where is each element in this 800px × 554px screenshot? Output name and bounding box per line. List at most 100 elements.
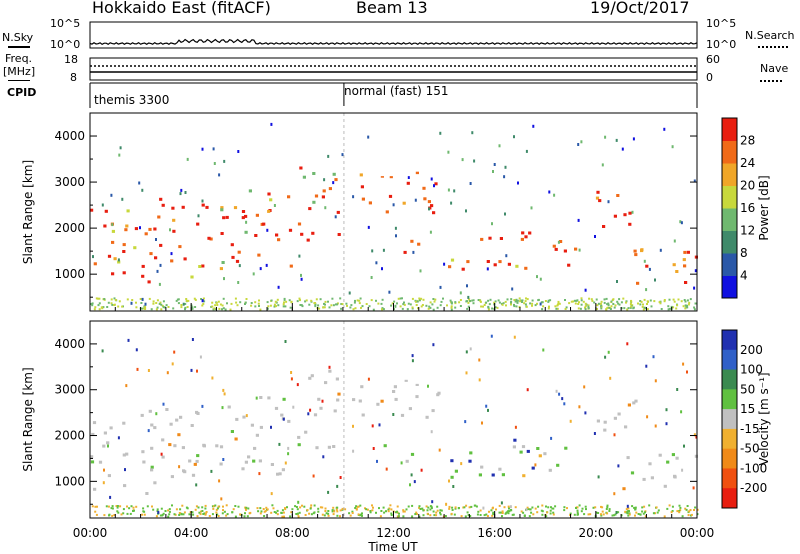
power-scatter-cell: [223, 277, 225, 281]
velocity-cell: [196, 412, 200, 415]
velocity-scatter-cell: [569, 419, 572, 423]
velocity-scatter-cell: [481, 421, 483, 425]
power-scatter-cell: [473, 159, 476, 163]
power-ground-cell: [375, 299, 377, 302]
velocity-scatter-cell: [162, 402, 165, 406]
power-scatter-cell: [525, 149, 528, 153]
nsky-legend-line: [8, 46, 30, 48]
velocity-cell: [328, 369, 332, 373]
power-ground-cell: [584, 302, 587, 305]
velocity-cell: [190, 424, 194, 427]
power-ground-cell: [577, 307, 580, 310]
power-ground-cell: [185, 298, 188, 300]
power-background: [90, 113, 697, 311]
velocity-scatter-cell: [284, 340, 287, 343]
power-ground-cell: [425, 304, 428, 307]
power-ground-cell: [482, 305, 484, 308]
velocity-cell: [173, 444, 177, 448]
power-ground-cell: [274, 300, 277, 303]
velocity-cell: [91, 432, 95, 436]
power-ground-cell: [467, 301, 470, 304]
power-ground-cell: [616, 300, 619, 303]
power-scatter-cell: [645, 288, 648, 292]
velocity-scatter-cell: [652, 355, 655, 359]
power-ground-cell: [267, 305, 270, 308]
velocity-ground-cell: [584, 505, 587, 508]
velocity-scatter-cell: [654, 379, 657, 383]
power-scatter-cell: [201, 147, 204, 151]
velocity-ground-cell: [594, 506, 597, 509]
velocity-scatter-cell: [321, 399, 324, 403]
velocity-ground-cell: [464, 515, 467, 518]
power-cell: [427, 200, 431, 204]
power-colorbar-swatch: [722, 208, 737, 231]
power-cell: [417, 242, 421, 246]
power-ground-cell: [668, 298, 671, 301]
velocity-cell: [267, 396, 271, 400]
velocity-ground-cell: [563, 506, 566, 509]
velocity-ground-cell: [191, 511, 194, 514]
velocity-ground-cell: [375, 511, 377, 514]
velocity-cell: [603, 428, 607, 432]
power-cell: [334, 178, 338, 182]
power-ground-cell: [110, 298, 113, 301]
power-cell: [144, 232, 148, 236]
power-ground-cell: [625, 300, 628, 303]
power-ground-cell: [687, 303, 690, 306]
power-cell: [302, 175, 306, 179]
power-scatter-cell: [536, 275, 538, 279]
velocity-ground-cell: [272, 507, 275, 510]
power-ground-cell: [411, 306, 414, 309]
power-colorbar-tick: 20: [740, 179, 755, 193]
velocity-colorbar-swatch: [722, 389, 737, 410]
power-ground-cell: [152, 302, 155, 305]
velocity-colorbar-tick: 50: [740, 382, 755, 396]
power-cell: [149, 252, 153, 256]
power-ground-cell: [401, 297, 403, 300]
power-cell: [388, 194, 393, 198]
power-colorbar-tick: 12: [740, 224, 755, 238]
power-scatter-cell: [530, 206, 533, 210]
freq-label: Freq.: [5, 52, 33, 65]
power-ground-cell: [689, 298, 692, 301]
velocity-ground-cell: [321, 506, 324, 509]
velocity-ground-cell: [541, 513, 544, 516]
velocity-ground-cell: [108, 513, 111, 516]
power-scatter-cell: [615, 138, 618, 142]
power-ground-cell: [433, 300, 436, 303]
velocity-ground-cell: [436, 509, 439, 512]
velocity-ylabel: Slant Range [km]: [21, 367, 35, 471]
velocity-ground-cell: [173, 513, 176, 516]
velocity-cell: [673, 475, 677, 479]
velocity-ground-cell: [204, 507, 207, 510]
power-ground-cell: [609, 306, 612, 309]
velocity-ground-cell: [652, 512, 655, 515]
power-cell: [423, 197, 427, 201]
power-ground-cell: [144, 306, 147, 309]
velocity-ground-cell: [550, 506, 552, 509]
power-ground-cell: [175, 299, 178, 302]
power-ground-cell: [641, 305, 644, 308]
power-ground-cell: [282, 305, 285, 308]
power-cell: [415, 171, 419, 175]
velocity-cell: [383, 444, 387, 448]
velocity-scatter-cell: [199, 355, 202, 359]
power-ground-cell: [117, 305, 120, 308]
velocity-ground-cell: [552, 513, 555, 516]
power-ground-cell: [339, 297, 342, 300]
power-ground-cell: [513, 299, 516, 301]
power-ground-cell: [622, 297, 625, 300]
velocity-scatter-cell: [284, 461, 287, 465]
velocity-background: [90, 321, 697, 518]
power-cell: [328, 187, 332, 191]
power-ground-cell: [219, 303, 222, 306]
power-ground-cell: [239, 301, 242, 304]
velocity-ground-cell: [94, 505, 97, 508]
power-ground-cell: [556, 307, 559, 310]
power-ground-cell: [609, 308, 612, 310]
velocity-ground-cell: [448, 506, 451, 508]
power-ground-cell: [606, 306, 609, 309]
power-ground-cell: [570, 300, 573, 303]
velocity-scatter-cell: [400, 461, 403, 465]
velocity-cell: [150, 446, 154, 450]
